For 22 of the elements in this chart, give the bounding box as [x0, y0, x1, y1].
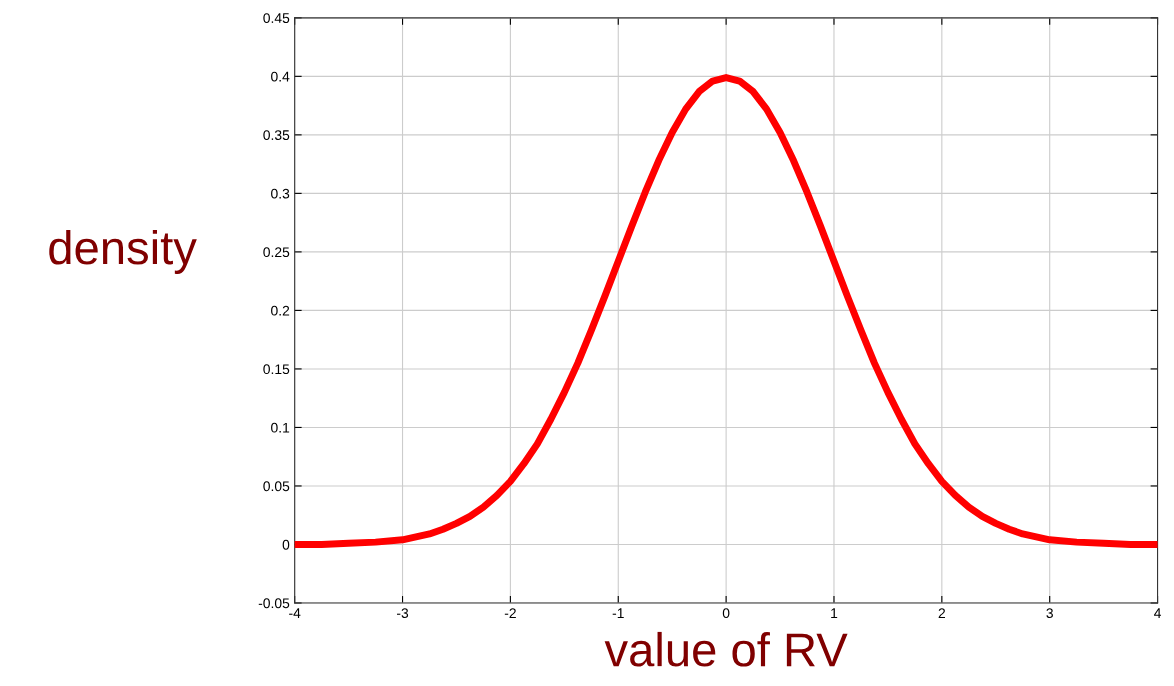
- x-tick-label: -4: [289, 608, 301, 618]
- y-tick-label: 0.45: [263, 13, 290, 24]
- x-tick-label: 3: [1046, 608, 1053, 619]
- y-tick-label: 0.35: [263, 130, 290, 141]
- y-tick-label: 0.3: [271, 188, 290, 199]
- y-tick-label: 0: [282, 539, 290, 550]
- x-tick-label: 1: [831, 608, 838, 618]
- y-tick-label: -0.05: [258, 598, 290, 609]
- x-tick-label: -2: [504, 608, 516, 618]
- x-tick-label: -3: [396, 608, 409, 619]
- x-tick-label: 4: [1154, 608, 1162, 618]
- x-tick-label: 2: [938, 608, 946, 618]
- y-tick-label: 0.05: [263, 481, 290, 492]
- y-tick-label: 0.15: [263, 364, 290, 375]
- y-axis-title: density: [49, 229, 197, 274]
- y-tick-label: 0.4: [271, 71, 290, 82]
- y-tick-label: 0.25: [263, 247, 290, 258]
- x-tick-label: -1: [612, 608, 624, 618]
- y-tick-label: 0.2: [271, 305, 290, 316]
- x-axis-title: value of RV: [604, 631, 848, 667]
- x-tick-label: 0: [722, 608, 730, 619]
- y-tick-label: 0.1: [271, 422, 290, 433]
